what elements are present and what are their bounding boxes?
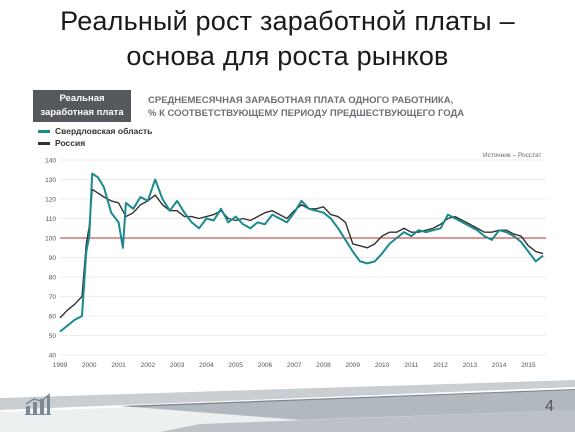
- chart-badge-line1: Реальная: [59, 93, 105, 104]
- y-tick-label: 40: [49, 353, 57, 360]
- y-tick-label: 80: [49, 275, 57, 282]
- x-tick-label: 2001: [111, 362, 126, 369]
- chart-source: Источник – Росстат: [483, 152, 542, 159]
- chart-title-line2: % К СООТВЕТСТВУЮЩЕМУ ПЕРИОДУ ПРЕДШЕСТВУЮ…: [148, 108, 465, 119]
- y-tick-label: 140: [45, 158, 56, 165]
- x-tick-label: 2009: [346, 362, 361, 369]
- legend-label-sverdlovsk: Свердловская область: [55, 126, 153, 136]
- chart-title-line1: СРЕДНЕМЕСЯЧНАЯ ЗАРАБОТНАЯ ПЛАТА ОДНОГО Р…: [148, 95, 454, 106]
- legend-label-russia: Россия: [55, 138, 86, 148]
- x-tick-label: 2007: [287, 362, 302, 369]
- footer-decoration: [0, 380, 575, 432]
- chart-panel: Реальная заработная плата СРЕДНЕМЕСЯЧНАЯ…: [30, 90, 550, 372]
- x-tick-label: 2011: [404, 362, 418, 369]
- legend-item-russia: Россия: [38, 137, 152, 149]
- y-tick-label: 100: [45, 236, 56, 243]
- x-tick-label: 2014: [492, 362, 507, 369]
- slide-title-line1: Реальный рост заработной платы –: [60, 6, 515, 36]
- series-line-sverdlovsk: [59, 172, 544, 333]
- x-tick-label: 2015: [521, 362, 536, 369]
- bar-chart-icon: [25, 393, 51, 415]
- x-tick-label: 2008: [316, 362, 331, 369]
- x-tick-label: 2010: [375, 362, 390, 369]
- y-tick-label: 130: [45, 177, 56, 184]
- x-tick-label: 2013: [463, 362, 478, 369]
- chart-title: СРЕДНЕМЕСЯЧНАЯ ЗАРАБОТНАЯ ПЛАТА ОДНОГО Р…: [148, 94, 548, 120]
- y-tick-label: 90: [49, 255, 57, 262]
- x-tick-label: 2006: [258, 362, 273, 369]
- line-chart: 40 50 60 70 80 90 100 110 120 130 140 1999 2000 2001 2…: [45, 158, 546, 369]
- chart-badge: Реальная заработная плата: [33, 90, 131, 122]
- legend-swatch-russia: [38, 141, 50, 145]
- page-number: 4: [545, 398, 554, 415]
- y-tick-label: 70: [49, 294, 57, 301]
- x-tick-label: 2005: [228, 362, 243, 369]
- legend-item-sverdlovsk: Свердловская область: [38, 125, 152, 137]
- x-tick-label: 2000: [82, 362, 97, 369]
- slide-title: Реальный рост заработной платы – основа …: [0, 4, 575, 74]
- slide-title-line2: основа для роста рынков: [126, 41, 449, 71]
- y-tick-label: 60: [49, 314, 57, 321]
- x-tick-label: 2003: [170, 362, 185, 369]
- x-tick-label: 2012: [433, 362, 448, 369]
- chart-legend: Свердловская область Россия: [38, 125, 152, 149]
- legend-swatch-sverdlovsk: [38, 129, 50, 133]
- y-tick-label: 110: [46, 216, 57, 223]
- x-tick-label: 1999: [53, 362, 68, 369]
- x-tick-label: 2004: [199, 362, 214, 369]
- x-tick-label: 2002: [141, 362, 156, 369]
- y-tick-label: 120: [45, 197, 56, 204]
- series-line-russia: [59, 188, 544, 319]
- chart-badge-line2: заработная плата: [40, 107, 124, 118]
- y-tick-label: 50: [49, 333, 57, 340]
